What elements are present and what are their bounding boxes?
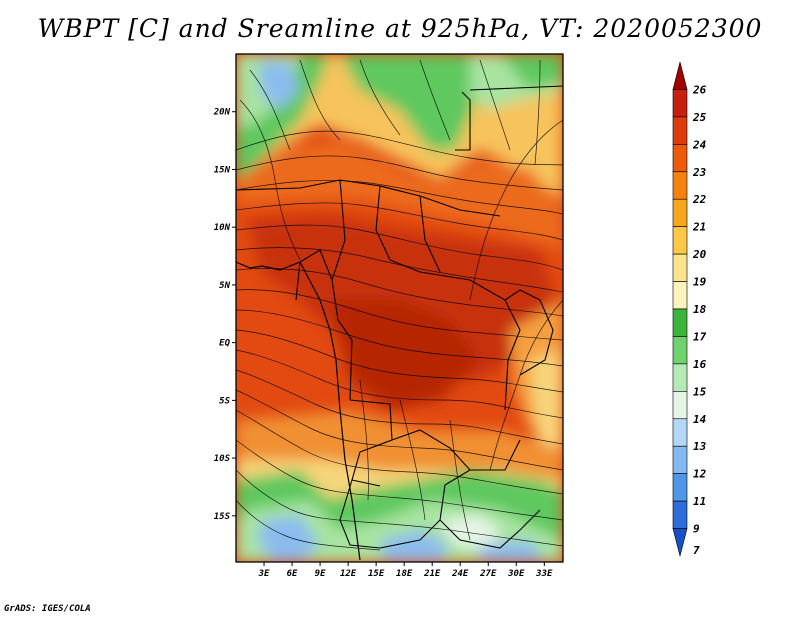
lon-tick-label: 3E bbox=[258, 569, 270, 579]
colorbar-label: 15 bbox=[693, 385, 707, 398]
colorbar-swatch bbox=[672, 363, 688, 392]
colorbar-label: 14 bbox=[693, 413, 707, 426]
lon-tick-label: 24E bbox=[451, 569, 469, 579]
colorbar-label: 25 bbox=[692, 111, 707, 124]
lon-tick-label: 30E bbox=[507, 569, 525, 579]
colorbar-swatch bbox=[672, 171, 688, 200]
colorbar-swatch bbox=[672, 336, 688, 365]
wbpt-shaded-field bbox=[236, 54, 563, 562]
colorbar-label: 12 bbox=[693, 468, 707, 481]
lat-tick-label: EQ bbox=[219, 339, 230, 349]
latitude-axis: 20N 15N 10N 5N EQ 5S 10S 15S bbox=[213, 108, 236, 522]
coastline bbox=[236, 261, 361, 561]
colorbar-label: 19 bbox=[693, 276, 707, 289]
lat-tick-label: 15S bbox=[214, 512, 231, 522]
colorbar-swatch bbox=[672, 116, 688, 145]
colorbar-swatch bbox=[672, 418, 688, 447]
lat-tick-label: 10S bbox=[214, 454, 231, 464]
map-frame bbox=[235, 53, 564, 563]
lon-tick-label: 33E bbox=[535, 569, 553, 579]
longitude-axis: 3E 6E 9E 12E 15E 18E 21E 24E 27E 30E 33E bbox=[258, 562, 553, 579]
lon-tick-label: 21E bbox=[423, 569, 441, 579]
colorbar-swatch bbox=[672, 61, 688, 90]
colorbar-swatch bbox=[672, 391, 688, 420]
colorbar-label: 13 bbox=[693, 440, 707, 453]
colorbar-label: 21 bbox=[692, 221, 706, 234]
country-borders bbox=[236, 85, 563, 549]
lon-tick-label: 6E bbox=[287, 569, 298, 579]
lat-tick-label: 5S bbox=[219, 396, 230, 406]
colorbar-label: 9 bbox=[693, 523, 700, 536]
lat-tick-label: 10N bbox=[214, 223, 231, 233]
colorbar-label: 7 bbox=[693, 544, 700, 557]
lon-tick-label: 18E bbox=[396, 569, 413, 579]
lat-tick-label: 15N bbox=[214, 165, 231, 175]
streamlines bbox=[236, 59, 563, 551]
lat-tick-label: 20N bbox=[213, 108, 231, 118]
colorbar-label: 24 bbox=[692, 138, 707, 151]
colorbar-label: 18 bbox=[693, 303, 707, 316]
colorbar-label: 22 bbox=[692, 193, 707, 206]
colorbar-swatch bbox=[672, 198, 688, 227]
chart-title: WBPT [C] and Sreamline at 925hPa, VT: 20… bbox=[37, 14, 763, 43]
colorbar-swatch bbox=[672, 144, 688, 173]
colorbar-swatch bbox=[672, 253, 688, 282]
lon-tick-label: 15E bbox=[368, 569, 385, 579]
colorbar-label: 26 bbox=[692, 83, 707, 96]
colorbar-label: 16 bbox=[693, 358, 707, 371]
colorbar-label: 11 bbox=[693, 495, 706, 508]
colorbar-swatch bbox=[672, 281, 688, 310]
lon-tick-label: 9E bbox=[315, 569, 326, 579]
lon-tick-label: 12E bbox=[340, 569, 357, 579]
colorbar-swatch bbox=[672, 500, 688, 529]
grads-credit: GrADS: IGES/COLA bbox=[4, 604, 91, 614]
colorbar-label: 17 bbox=[693, 330, 707, 343]
lat-tick-label: 5N bbox=[219, 281, 230, 291]
colorbar-swatch bbox=[672, 226, 688, 255]
colorbar-label: 20 bbox=[692, 248, 707, 261]
colorbar-swatch bbox=[672, 445, 688, 474]
colorbar-swatch bbox=[672, 528, 688, 557]
colorbar-swatch bbox=[672, 89, 688, 118]
colorbar-swatch bbox=[672, 473, 688, 502]
colorbar-label: 23 bbox=[692, 166, 707, 179]
colorbar-swatch bbox=[672, 308, 688, 337]
lon-tick-label: 27E bbox=[479, 569, 497, 579]
